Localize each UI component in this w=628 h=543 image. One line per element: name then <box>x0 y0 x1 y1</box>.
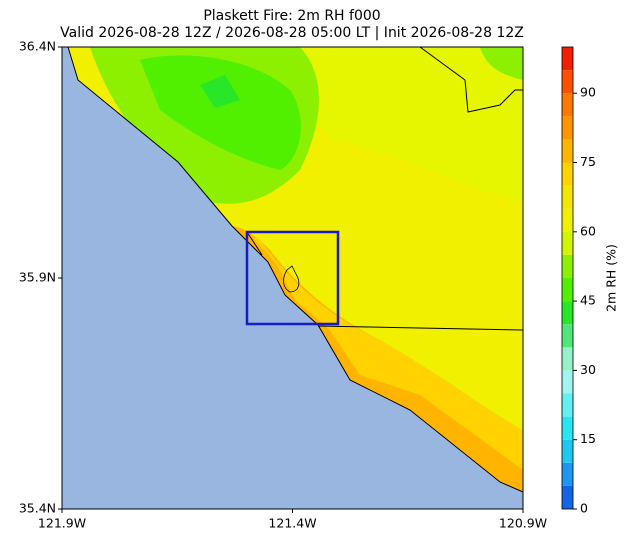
boundary <box>246 231 263 256</box>
colorbar-band <box>562 278 573 302</box>
colorbar-tick-label: 60 <box>580 223 596 238</box>
colorbar-band <box>562 347 573 371</box>
colorbar-band <box>562 208 573 232</box>
x-tick-label: 121.9W <box>38 516 86 531</box>
colorbar-band <box>562 47 573 71</box>
boundary <box>419 46 523 113</box>
colorbar-tick-label: 0 <box>580 501 588 516</box>
y-tick-label: 35.4N <box>19 501 56 516</box>
dry-region <box>140 55 301 170</box>
colorbar-label: 2m RH (%) <box>604 244 619 312</box>
x-tick-label: 121.4W <box>268 516 316 531</box>
colorbar-band <box>562 393 573 417</box>
fire-perimeter <box>283 265 300 293</box>
colorbar-tick-label: 75 <box>580 154 596 169</box>
colorbar-band <box>562 93 573 117</box>
colorbar-band <box>562 324 573 348</box>
colorbar-frame <box>561 46 574 510</box>
map <box>61 46 524 510</box>
boundary <box>317 325 524 331</box>
colorbar-band <box>562 254 573 278</box>
x-tick-label: 120.9W <box>499 516 547 531</box>
colorbar-band <box>562 439 573 463</box>
colorbar-band <box>562 116 573 140</box>
colorbar-tick-label: 90 <box>580 85 596 100</box>
colorbar-band <box>562 162 573 186</box>
colorbar-tick-label: 15 <box>580 431 596 446</box>
subtitle: Valid 2026-08-28 12Z / 2026-08-28 05:00 … <box>60 25 524 41</box>
colorbar-band <box>562 462 573 486</box>
colorbar-band <box>562 231 573 255</box>
colorbar-band <box>562 416 573 440</box>
focus-box <box>245 230 340 326</box>
dry-region <box>200 75 240 108</box>
moist-coast <box>250 235 523 470</box>
y-tick-label: 36.4N <box>19 39 56 54</box>
title: Plaskett Fire: 2m RH f000 <box>203 8 380 24</box>
dry-region <box>480 47 523 80</box>
land-shade <box>300 47 523 200</box>
y-tick-label: 35.9N <box>19 270 56 285</box>
colorbar-band <box>562 185 573 209</box>
colorbar-band <box>562 485 573 509</box>
colorbar-band <box>562 139 573 163</box>
colorbar-tick-label: 45 <box>580 293 596 308</box>
colorbar-tick-label: 30 <box>580 362 596 377</box>
colorbar-band <box>562 70 573 94</box>
colorbar-band <box>562 301 573 325</box>
colorbar-band <box>562 370 573 394</box>
